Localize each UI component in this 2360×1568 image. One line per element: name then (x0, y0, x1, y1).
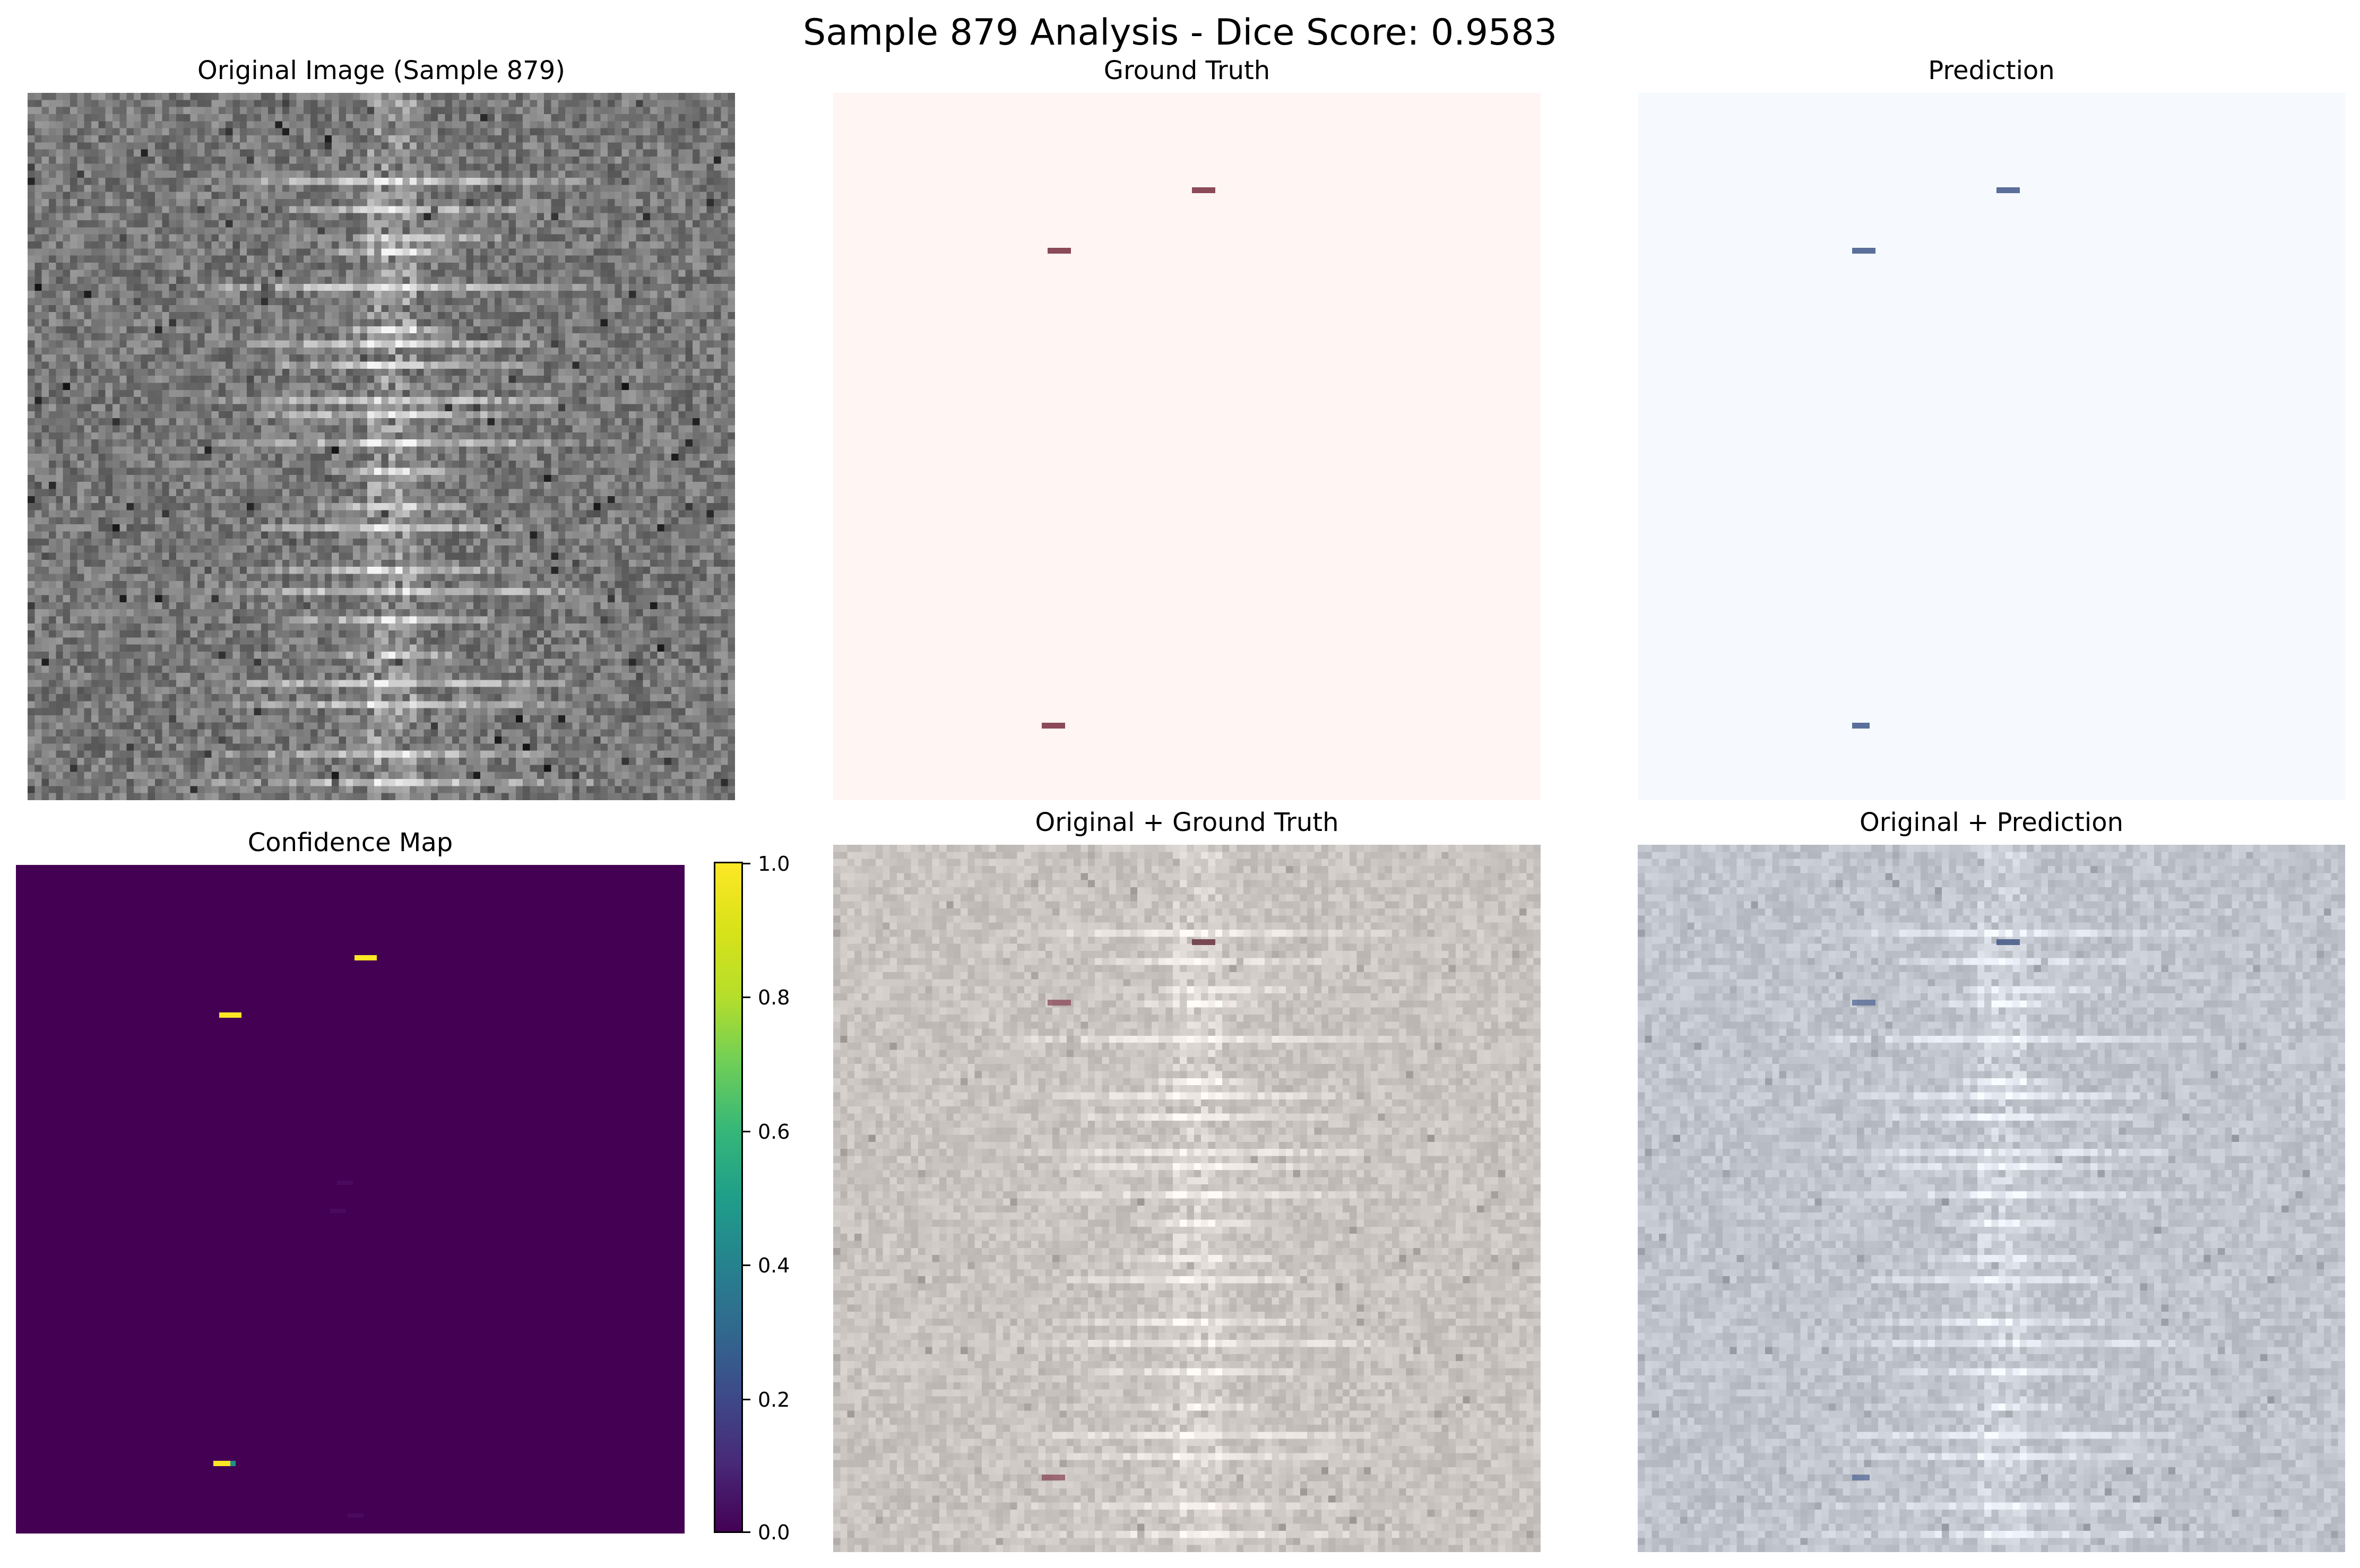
confidence-map-panel (16, 865, 685, 1534)
original-image-title: Original Image (Sample 879) (197, 56, 565, 85)
colorbar-tick-label: 0.2 (758, 1388, 790, 1411)
original-image-panel (28, 93, 735, 800)
colorbar-tick-label: 0.8 (758, 986, 790, 1009)
overlay-pred-segment-2 (1852, 1000, 1875, 1006)
gt-segment-1 (1192, 187, 1215, 193)
overlay-gt-image (833, 845, 1541, 1552)
pred-segment-1 (1996, 187, 2020, 193)
overlay-pred-panel (1638, 845, 2345, 1552)
overlay-pred-segment-3 (1852, 1475, 1870, 1480)
colorbar-tick-label: 0.6 (758, 1120, 790, 1143)
confidence-segment-3 (213, 1461, 230, 1466)
prediction-title: Prediction (1928, 56, 2055, 85)
confidence-faint-1 (337, 1181, 353, 1185)
colorbar-tick-6 (743, 1531, 750, 1533)
confidence-segment-2 (219, 1012, 241, 1018)
gt-segment-2 (1048, 248, 1071, 254)
confidence-segment-1 (355, 955, 377, 960)
colorbar-tick-3 (743, 1131, 750, 1132)
overlay-pred-title: Original + Prediction (1859, 808, 2123, 837)
ground-truth-panel (833, 93, 1541, 800)
colorbar-tick-4 (743, 1264, 750, 1266)
overlay-pred-image (1638, 845, 2345, 1552)
overlay-gt-segment-2 (1048, 1000, 1071, 1006)
overlay-gt-panel (833, 845, 1541, 1552)
confidence-segment-3-edge (230, 1461, 236, 1466)
overlay-gt-segment-1 (1192, 939, 1215, 945)
colorbar-tick-2 (743, 997, 750, 998)
original-image (28, 93, 735, 800)
ground-truth-title: Ground Truth (1103, 56, 1270, 85)
pred-segment-2 (1852, 248, 1875, 254)
colorbar-tick-label: 0.0 (758, 1521, 790, 1544)
confidence-map-title: Confidence Map (247, 828, 453, 857)
overlay-gt-title: Original + Ground Truth (1035, 808, 1339, 837)
gt-segment-3 (1042, 723, 1065, 729)
confidence-faint-2 (330, 1209, 346, 1213)
colorbar-tick-label: 1.0 (758, 852, 790, 876)
prediction-panel (1638, 93, 2345, 800)
colorbar-tick-1 (743, 863, 750, 864)
colorbar-tick-5 (743, 1399, 750, 1400)
overlay-pred-segment-1 (1996, 939, 2020, 945)
confidence-faint-3 (348, 1513, 364, 1518)
colorbar (714, 862, 743, 1533)
overlay-gt-segment-3 (1042, 1475, 1065, 1480)
colorbar-tick-label: 0.4 (758, 1254, 790, 1277)
pred-segment-3 (1852, 723, 1870, 729)
figure-title: Sample 879 Analysis - Dice Score: 0.9583 (803, 12, 1557, 54)
